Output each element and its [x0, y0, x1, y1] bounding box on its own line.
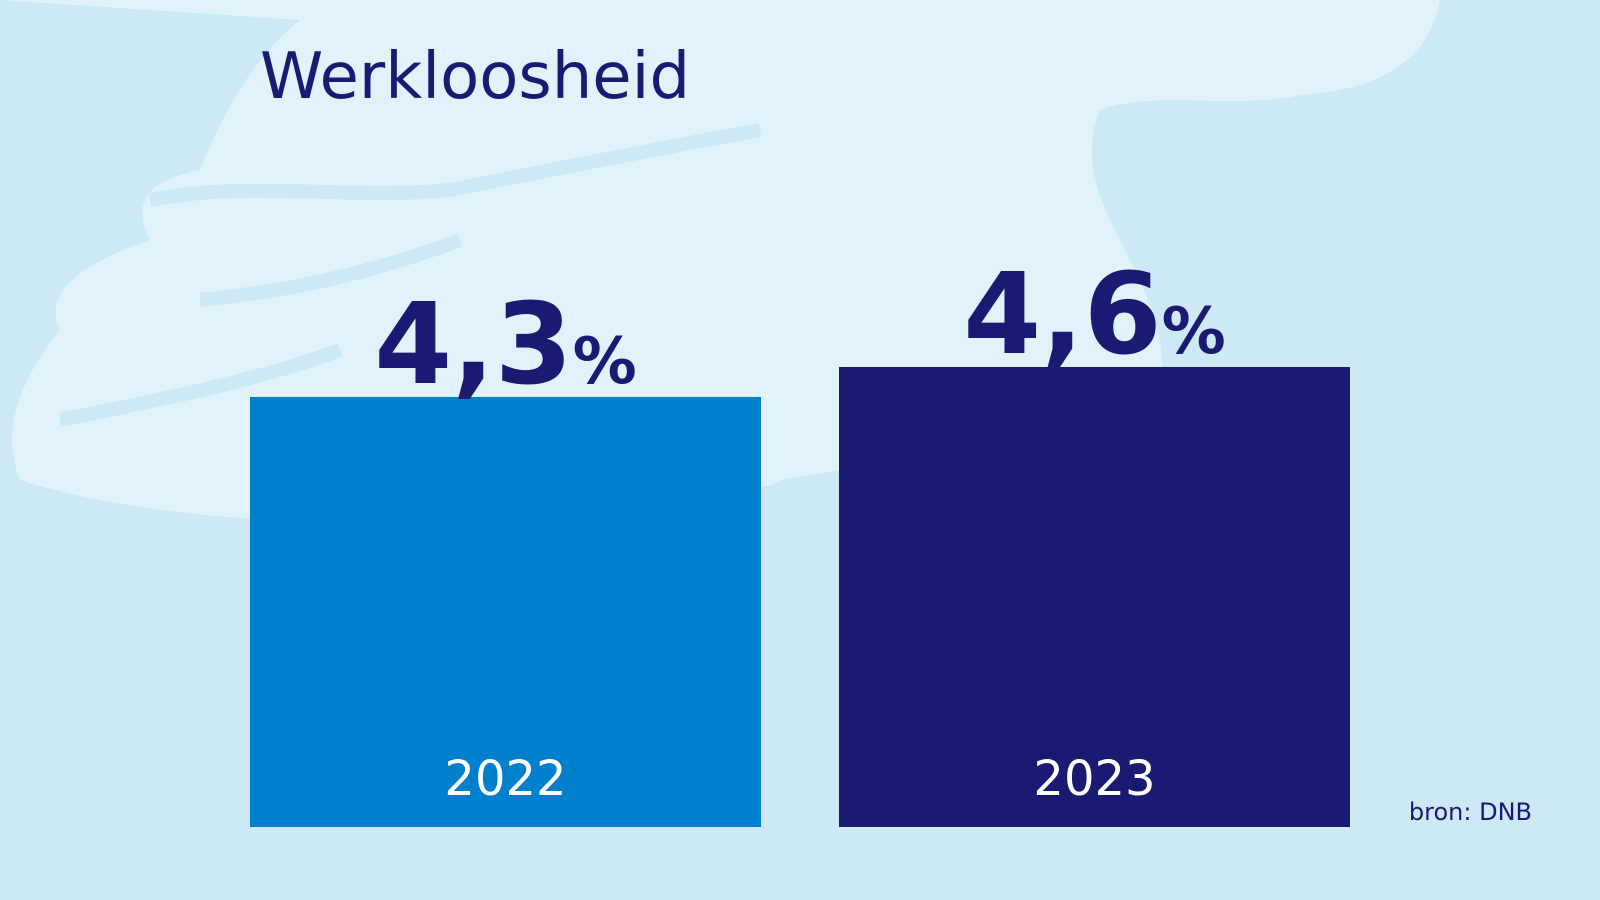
map-water: [58, 123, 762, 427]
value-unit: %: [1162, 295, 1226, 369]
value-label: 4,3%: [374, 280, 637, 410]
bar: [839, 367, 1350, 827]
value-label: 4,6%: [963, 250, 1226, 380]
value-number: 4,6: [963, 250, 1161, 380]
x-tick-label: 2022: [444, 751, 566, 807]
x-tick-label: 2023: [1033, 751, 1155, 807]
bar: [250, 397, 761, 827]
chart-title: Werkloosheid: [260, 40, 690, 114]
value-unit: %: [573, 325, 637, 399]
source-note: bron: DNB: [1409, 798, 1532, 826]
value-number: 4,3: [374, 280, 572, 410]
